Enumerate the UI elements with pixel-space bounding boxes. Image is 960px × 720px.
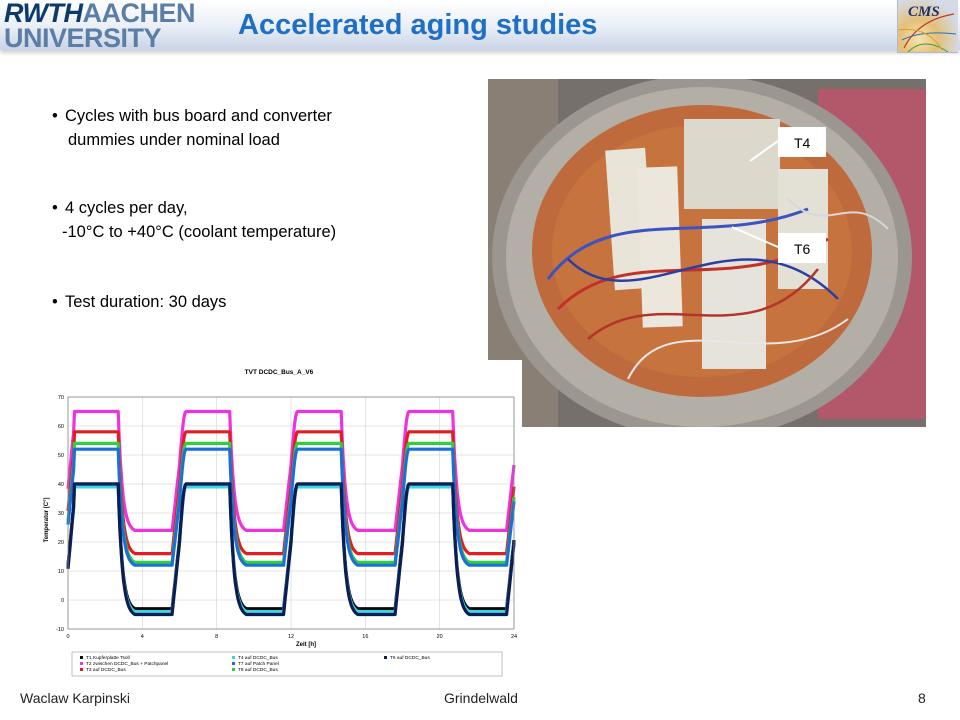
chart-y-tick-label: 50 xyxy=(58,453,64,459)
chart-legend-label: T7 auf Patch Panel xyxy=(238,661,279,667)
footer-author: Waclaw Karpinski xyxy=(20,690,130,706)
logo-rwth-text: RWTH xyxy=(4,0,83,28)
chart-y-tick-label: 60 xyxy=(58,424,64,430)
chart-x-axis-label: Zeit [h] xyxy=(296,642,316,648)
bullet-item-1: • Cycles with bus board and converter dum… xyxy=(52,104,332,152)
chart-x-tick-label: 8 xyxy=(215,634,218,640)
chart-legend-label: T1 Kupferplatte Tsoll xyxy=(86,655,130,661)
cms-logo: CMS xyxy=(897,0,958,53)
chart-y-tick-label: 30 xyxy=(58,511,64,517)
logo-aachen-text: AACHEN xyxy=(82,0,196,28)
cms-logo-graphic xyxy=(898,13,957,52)
chart-x-tick-label: 24 xyxy=(511,634,517,640)
chart-y-tick-label: 20 xyxy=(58,540,64,546)
chart-legend-marker xyxy=(384,656,387,659)
chart-legend-marker xyxy=(232,656,235,659)
chart-legend-label: T8 auf DCDC_Bus xyxy=(238,667,278,673)
bullet-1-line-1: Cycles with bus board and converter xyxy=(65,107,332,125)
bullet-2-line-1: 4 cycles per day, xyxy=(65,199,188,217)
chart-x-tick-label: 20 xyxy=(437,634,443,640)
chart-legend-box xyxy=(71,651,503,677)
bullet-item-3: • Test duration: 30 days xyxy=(52,290,226,314)
chart-x-tick-label: 0 xyxy=(66,634,69,640)
test-setup-photo: T4 T6 xyxy=(488,79,926,427)
bullet-2-line-2: -10°C to +40°C (coolant temperature) xyxy=(62,223,337,241)
bullet-dot-icon: • xyxy=(52,293,58,311)
chart-series-line xyxy=(66,482,516,617)
bullet-3-line-1: Test duration: 30 days xyxy=(65,293,227,311)
bullet-dot-icon: • xyxy=(52,107,58,125)
chart-y-axis-label: Temperatur [C°] xyxy=(44,498,50,543)
logo-university-text: UNIVERSITY xyxy=(4,23,162,53)
chart-y-tick-label: 10 xyxy=(58,569,64,575)
photo-label-t6: T6 xyxy=(794,241,811,257)
chart-y-tick-label: 40 xyxy=(58,482,64,488)
chart-legend-label: T4 auf DCDC_Bus xyxy=(238,655,278,661)
chart-legend-marker xyxy=(232,662,235,665)
bullet-dot-icon: • xyxy=(52,199,58,217)
cms-logo-text: CMS xyxy=(908,4,940,20)
chart-legend-marker xyxy=(80,656,83,659)
chart-legend-label: T2 zwischen DCDC_Bus + Patchpanel xyxy=(86,661,168,667)
chart-y-tick-label: -10 xyxy=(56,627,64,633)
chart-title: TVT DCDC_Bus_A_V6 xyxy=(245,369,314,376)
chart-legend-marker xyxy=(80,662,83,665)
test-setup-photo-drawing: T4 T6 xyxy=(488,79,926,427)
chart-legend-label: T6 auf DCDC_Bus xyxy=(390,655,430,661)
chart-y-tick-label: 0 xyxy=(61,598,64,604)
chart-legend-label: T3 auf DCDC_Bus xyxy=(86,667,126,673)
slide-title: Accelerated aging studies xyxy=(238,9,598,41)
temperature-chart: TVT DCDC_Bus_A_V6 70 60 50 40 30 20 10 0 -10 0 4 8 1… xyxy=(36,360,522,678)
footer-venue: Grindelwald xyxy=(444,690,518,706)
header-band xyxy=(0,0,960,50)
chart-x-tick-label: 12 xyxy=(288,634,294,640)
chart-legend-marker xyxy=(80,668,83,671)
chart-y-tick-label: 70 xyxy=(58,395,64,401)
chart-legend-marker xyxy=(232,668,235,671)
chart-plot-frame xyxy=(67,396,515,630)
photo-label-t4: T4 xyxy=(794,135,811,151)
chart-series-line xyxy=(66,409,516,532)
rwth-logo: RWTHAACHEN UNIVERSITY xyxy=(4,0,196,53)
chart-series-line xyxy=(66,447,516,567)
chart-x-tick-label: 16 xyxy=(362,634,368,640)
footer-page-number: 8 xyxy=(918,690,926,706)
chart-series-group xyxy=(66,409,516,617)
bullet-item-2: • 4 cycles per day, -10°C to +40°C (coola… xyxy=(52,196,336,244)
chart-x-tick-label: 4 xyxy=(141,634,144,640)
bullet-1-line-2: dummies under nominal load xyxy=(68,131,280,149)
